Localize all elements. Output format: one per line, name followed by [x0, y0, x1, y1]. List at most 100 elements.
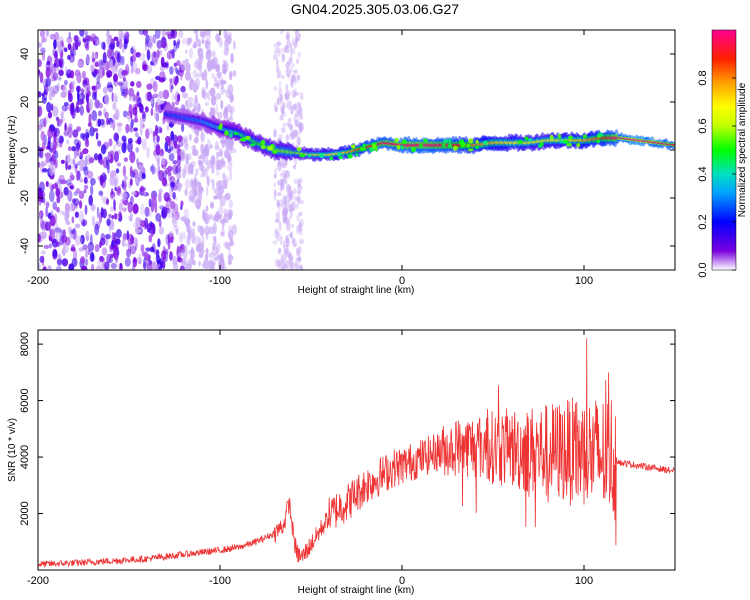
noise-blob [297, 178, 301, 188]
noise-blob [132, 49, 137, 58]
noise-blob [187, 249, 194, 255]
noise-blob [126, 110, 131, 116]
noise-blob [117, 263, 121, 268]
noise-blob [38, 59, 42, 68]
noise-blob [102, 52, 107, 64]
noise-blob [81, 265, 88, 270]
noise-blob [65, 210, 70, 218]
ridge-blob [249, 143, 256, 147]
noise-blob [43, 265, 47, 270]
ridge-blob [350, 145, 355, 149]
noise-blob [294, 258, 299, 269]
noise-blob [169, 200, 176, 210]
noise-blob [184, 245, 188, 253]
noise-blob [161, 209, 166, 219]
noise-blob [70, 229, 75, 235]
noise-blob [160, 56, 165, 68]
noise-blob [88, 113, 92, 125]
noise-blob [98, 190, 103, 196]
noise-blob [85, 30, 88, 38]
noise-blob [55, 265, 62, 270]
ridge-blob [267, 145, 273, 151]
snr-ticks: -200 -100 0 100 2000 4000 6000 8000 [19, 330, 675, 587]
noise-blob [72, 129, 79, 138]
noise-blob [111, 65, 116, 74]
noise-blob [198, 159, 203, 165]
noise-blob [201, 249, 205, 254]
noise-blob [230, 94, 235, 102]
noise-blob [97, 140, 102, 147]
noise-blob [109, 43, 115, 50]
noise-blob [121, 180, 127, 191]
noise-blob [55, 231, 61, 242]
noise-blob [86, 170, 94, 179]
noise-blob [182, 168, 186, 179]
noise-blob [53, 39, 57, 50]
noise-blob [283, 218, 286, 224]
noise-blob [158, 170, 165, 182]
ridge-blob [475, 139, 479, 144]
noise-blob [205, 186, 209, 197]
noise-blob [56, 82, 60, 91]
noise-blob [181, 122, 185, 133]
noise-blob [227, 259, 232, 265]
noise-blob [170, 130, 175, 141]
noise-blob [184, 217, 191, 227]
noise-blob [285, 91, 290, 101]
noise-blob [83, 189, 87, 194]
snr-ylabel: SNR (10 * v/v) [7, 418, 18, 482]
noise-blob [215, 159, 220, 171]
noise-blob [204, 101, 209, 107]
noise-blob [172, 191, 176, 200]
noise-blob [84, 204, 88, 215]
noise-blob [187, 96, 194, 103]
noise-blob [172, 164, 179, 176]
noise-blob [66, 139, 69, 145]
noise-blob [44, 93, 47, 99]
noise-blob [202, 148, 208, 157]
noise-blob [81, 219, 88, 227]
noise-blob [280, 235, 283, 246]
noise-blob [90, 251, 95, 262]
noise-blob [92, 91, 97, 101]
ridge-blob [443, 139, 449, 143]
noise-blob [123, 175, 128, 181]
colorbar-label: Normalized spectral amplitude [737, 82, 748, 217]
noise-blob [292, 129, 295, 140]
noise-blob [78, 210, 85, 223]
noise-blob [113, 199, 116, 210]
noise-blob [284, 92, 288, 100]
noise-blob [106, 198, 109, 205]
noise-blob [200, 173, 204, 178]
noise-blob [278, 134, 283, 140]
noise-blob [40, 47, 46, 54]
noise-blob [177, 182, 181, 187]
noise-blob [50, 226, 56, 232]
noise-blob [44, 152, 51, 159]
noise-blob [141, 111, 146, 119]
noise-blob [149, 35, 153, 43]
noise-blob [150, 52, 157, 64]
noise-blob [138, 252, 142, 263]
noise-blob [89, 37, 95, 42]
noise-blob [130, 235, 135, 245]
noise-blob [60, 111, 64, 119]
noise-blob [79, 178, 84, 183]
ridge-blob [483, 140, 488, 145]
noise-blob [102, 86, 108, 94]
noise-blob [161, 260, 166, 270]
noise-blob [99, 174, 104, 186]
noise-blob [294, 157, 298, 166]
noise-blob [110, 262, 117, 270]
noise-blob [231, 224, 237, 236]
noise-blob [49, 33, 56, 40]
noise-blob [157, 165, 161, 176]
noise-blob [278, 247, 282, 255]
noise-blob [194, 189, 197, 199]
noise-blob [107, 87, 113, 93]
noise-blob [56, 241, 61, 247]
noise-blob [281, 170, 286, 179]
noise-blob [135, 228, 142, 233]
noise-blob [175, 228, 179, 235]
noise-blob [158, 77, 165, 83]
